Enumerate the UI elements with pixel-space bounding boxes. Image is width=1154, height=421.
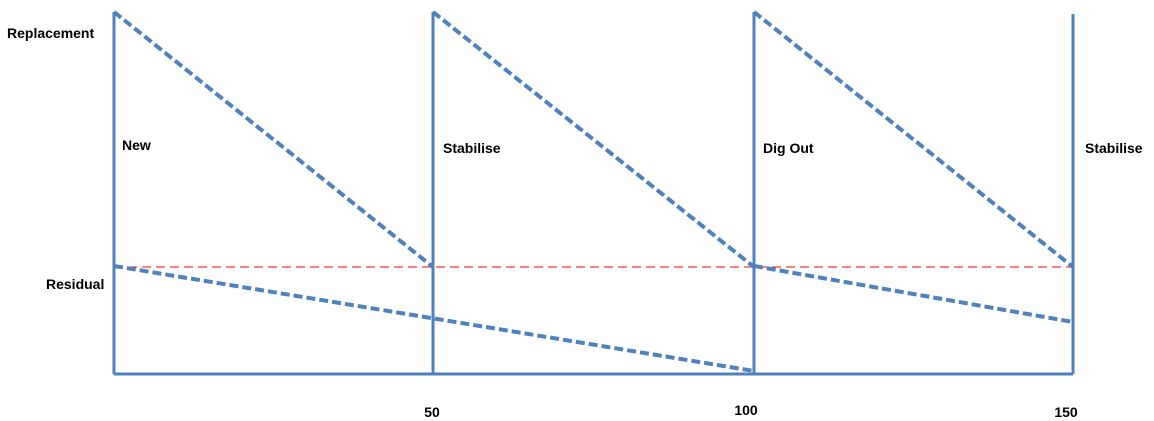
phase-label-stabilise-1: Stabilise: [443, 140, 501, 156]
x-tick-150: 150: [1054, 404, 1078, 420]
residual-decline-line-2: [753, 264, 1074, 324]
y-label-residual: Residual: [46, 276, 104, 292]
phase-label-new: New: [122, 137, 151, 153]
phase-label-dig-out: Dig Out: [763, 140, 814, 156]
decline-line-dig-out: [752, 10, 1075, 269]
y-label-replacement: Replacement: [7, 25, 94, 41]
residual-decline-line-1: [113, 264, 755, 373]
decline-line-new: [112, 10, 435, 269]
phase-label-stabilise-2: Stabilise: [1085, 140, 1143, 156]
x-tick-100: 100: [734, 402, 758, 418]
decline-line-stabilise: [431, 10, 756, 269]
x-tick-50: 50: [424, 404, 440, 420]
